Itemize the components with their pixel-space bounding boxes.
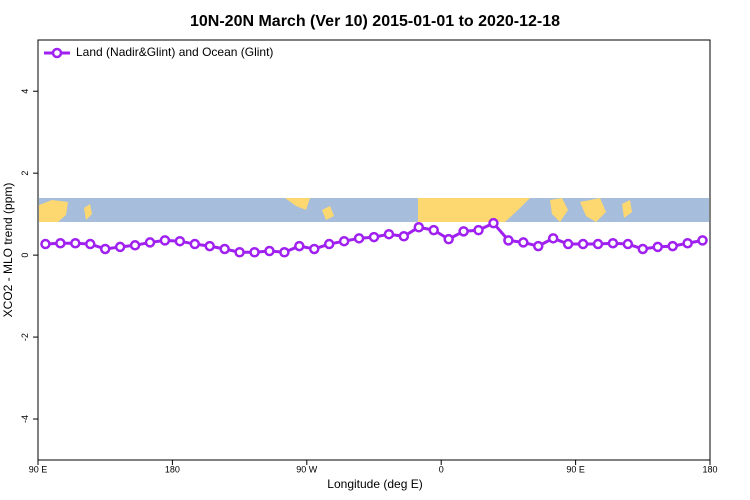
data-point [458, 226, 469, 237]
x-tick-label: 90 W [296, 464, 318, 474]
x-tick-label: 180 [165, 464, 180, 474]
data-point [697, 235, 708, 246]
data-point [174, 235, 186, 247]
data-point [607, 237, 619, 249]
data-point [667, 240, 678, 252]
data-point [159, 235, 171, 246]
data-point [144, 237, 156, 248]
data-point [547, 233, 559, 244]
y-tick-label: -4 [20, 415, 30, 423]
data-point [443, 233, 454, 245]
data-point [533, 240, 544, 252]
data-point [219, 243, 230, 255]
data-point [383, 228, 395, 240]
data-point [368, 231, 380, 243]
plot-frame [37, 39, 711, 461]
data-point [204, 240, 215, 252]
y-tick-label: 0 [20, 253, 30, 258]
y-tick-label: -2 [20, 333, 30, 341]
data-point [323, 238, 335, 250]
data-point [473, 224, 484, 236]
y-tick-label: 4 [20, 89, 30, 94]
data-point [234, 247, 245, 258]
data-point [652, 241, 663, 253]
data-point [129, 240, 141, 251]
data-point [592, 238, 604, 250]
y-axis-label: XCO2 - MLO trend (ppm) [1, 183, 15, 318]
data-point [682, 237, 693, 249]
legend-label: Land (Nadir&Glint) and Ocean (Glint) [76, 45, 273, 59]
data-point [294, 240, 305, 252]
data-point [518, 237, 529, 248]
x-axis-label: Longitude (deg E) [327, 477, 422, 491]
x-tick-label: 180 [702, 464, 717, 474]
data-point [413, 222, 425, 233]
data-point [622, 238, 634, 250]
data-point [309, 243, 320, 255]
data-point [279, 247, 290, 258]
data-point [99, 243, 111, 255]
y-tick-label: 2 [20, 171, 30, 176]
map-strip [39, 198, 709, 222]
legend-marker [51, 47, 63, 59]
data-point [488, 217, 499, 229]
data-point [55, 237, 66, 249]
x-tick-label: 0 [439, 464, 444, 474]
data-point [637, 243, 649, 255]
data-point [85, 238, 96, 250]
data-point [264, 245, 275, 257]
data-point [562, 238, 574, 250]
x-tick-label: 90 E [29, 464, 48, 474]
data-point [428, 224, 439, 236]
data-point [189, 238, 201, 250]
data-point [398, 231, 410, 242]
data-point [353, 233, 365, 244]
chart-title: 10N-20N March (Ver 10) 2015-01-01 to 202… [190, 13, 560, 30]
data-point [70, 237, 81, 249]
data-point [503, 235, 514, 246]
data-point [577, 238, 589, 250]
data-point [249, 247, 260, 258]
data-point [114, 241, 126, 253]
x-tick-label: 90 E [566, 464, 585, 474]
data-point [338, 235, 350, 247]
data-point [40, 238, 51, 250]
